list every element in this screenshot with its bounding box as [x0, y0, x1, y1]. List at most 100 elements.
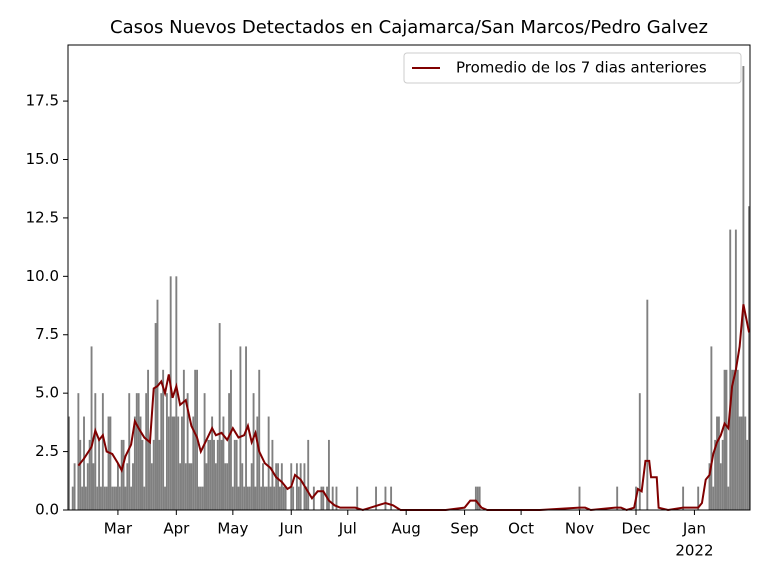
bar	[164, 486, 166, 510]
bar	[137, 393, 140, 510]
bar	[226, 463, 229, 510]
bar	[124, 486, 127, 510]
bar	[98, 439, 101, 510]
bar	[213, 439, 215, 510]
bar	[184, 463, 187, 510]
bar	[335, 486, 338, 510]
bar	[209, 439, 212, 510]
bar	[269, 486, 272, 510]
y-tick-label: 12.5	[26, 208, 59, 226]
bar	[100, 486, 102, 510]
bar	[199, 486, 202, 510]
bar	[107, 416, 110, 510]
bar	[384, 486, 387, 510]
bar	[177, 416, 180, 510]
y-tick-label: 0.0	[35, 501, 59, 519]
bar	[267, 416, 270, 510]
bar	[145, 393, 148, 510]
bar	[115, 486, 117, 510]
bar	[262, 463, 264, 510]
bar	[740, 416, 743, 510]
bar	[205, 463, 208, 510]
bar	[256, 416, 259, 510]
bar	[263, 486, 266, 510]
bar	[356, 486, 359, 510]
bar	[231, 486, 234, 510]
bar	[182, 369, 185, 510]
bar	[744, 416, 747, 510]
x-tick-label: Jan	[682, 520, 706, 538]
bar	[116, 463, 119, 510]
bar	[736, 369, 739, 510]
y-tick-label: 2.5	[35, 442, 59, 460]
bar	[246, 486, 249, 510]
bar	[638, 393, 641, 510]
bar	[284, 486, 287, 510]
bar	[156, 299, 159, 510]
bar	[714, 439, 717, 510]
y-tick-label: 17.5	[26, 92, 59, 110]
bar	[192, 416, 195, 510]
bar	[113, 486, 116, 510]
bar	[248, 486, 251, 510]
bar	[68, 416, 70, 510]
bar	[165, 393, 168, 510]
bar	[292, 486, 295, 510]
bar	[279, 486, 281, 510]
bar	[375, 486, 377, 510]
bar	[218, 323, 221, 510]
bar	[171, 416, 174, 510]
bar	[320, 486, 323, 510]
bar	[109, 416, 112, 510]
bar	[135, 393, 138, 510]
bar	[748, 206, 750, 511]
bar	[237, 486, 240, 510]
bar	[139, 416, 142, 510]
bar	[243, 486, 246, 510]
bar	[160, 393, 163, 510]
bar	[105, 486, 108, 510]
bar	[201, 486, 204, 510]
bar	[646, 299, 649, 510]
bar	[224, 463, 227, 510]
bar	[207, 439, 210, 510]
bar	[79, 439, 82, 510]
bar	[729, 229, 732, 510]
bar	[476, 486, 479, 510]
bar	[297, 486, 300, 510]
bar	[96, 486, 99, 510]
bar	[230, 369, 232, 510]
bar	[312, 486, 315, 510]
bar	[327, 439, 330, 510]
bar	[390, 486, 393, 510]
bar	[150, 463, 153, 510]
bar	[228, 393, 231, 510]
bar	[239, 346, 242, 510]
bar	[169, 276, 172, 510]
x-tick-label: Jul	[338, 520, 357, 538]
bar	[271, 439, 274, 510]
plot-frame	[67, 44, 751, 511]
bar	[77, 393, 80, 510]
bar	[84, 486, 87, 510]
bar	[616, 486, 619, 510]
bar	[190, 463, 193, 510]
bar	[194, 369, 197, 510]
x-tick-sublabel: 2022	[675, 542, 713, 560]
bar	[260, 486, 263, 510]
bar	[188, 463, 191, 510]
bar	[103, 486, 106, 510]
bar	[154, 323, 157, 510]
bar	[275, 463, 278, 510]
x-tick-label: Aug	[392, 520, 421, 538]
bar	[197, 486, 200, 510]
bar	[222, 416, 225, 510]
bar	[86, 463, 89, 510]
x-tick-label: Oct	[508, 520, 534, 538]
bar	[132, 463, 134, 510]
bar	[241, 463, 244, 510]
bar	[83, 416, 85, 510]
bar	[578, 486, 581, 510]
bar	[175, 276, 178, 510]
